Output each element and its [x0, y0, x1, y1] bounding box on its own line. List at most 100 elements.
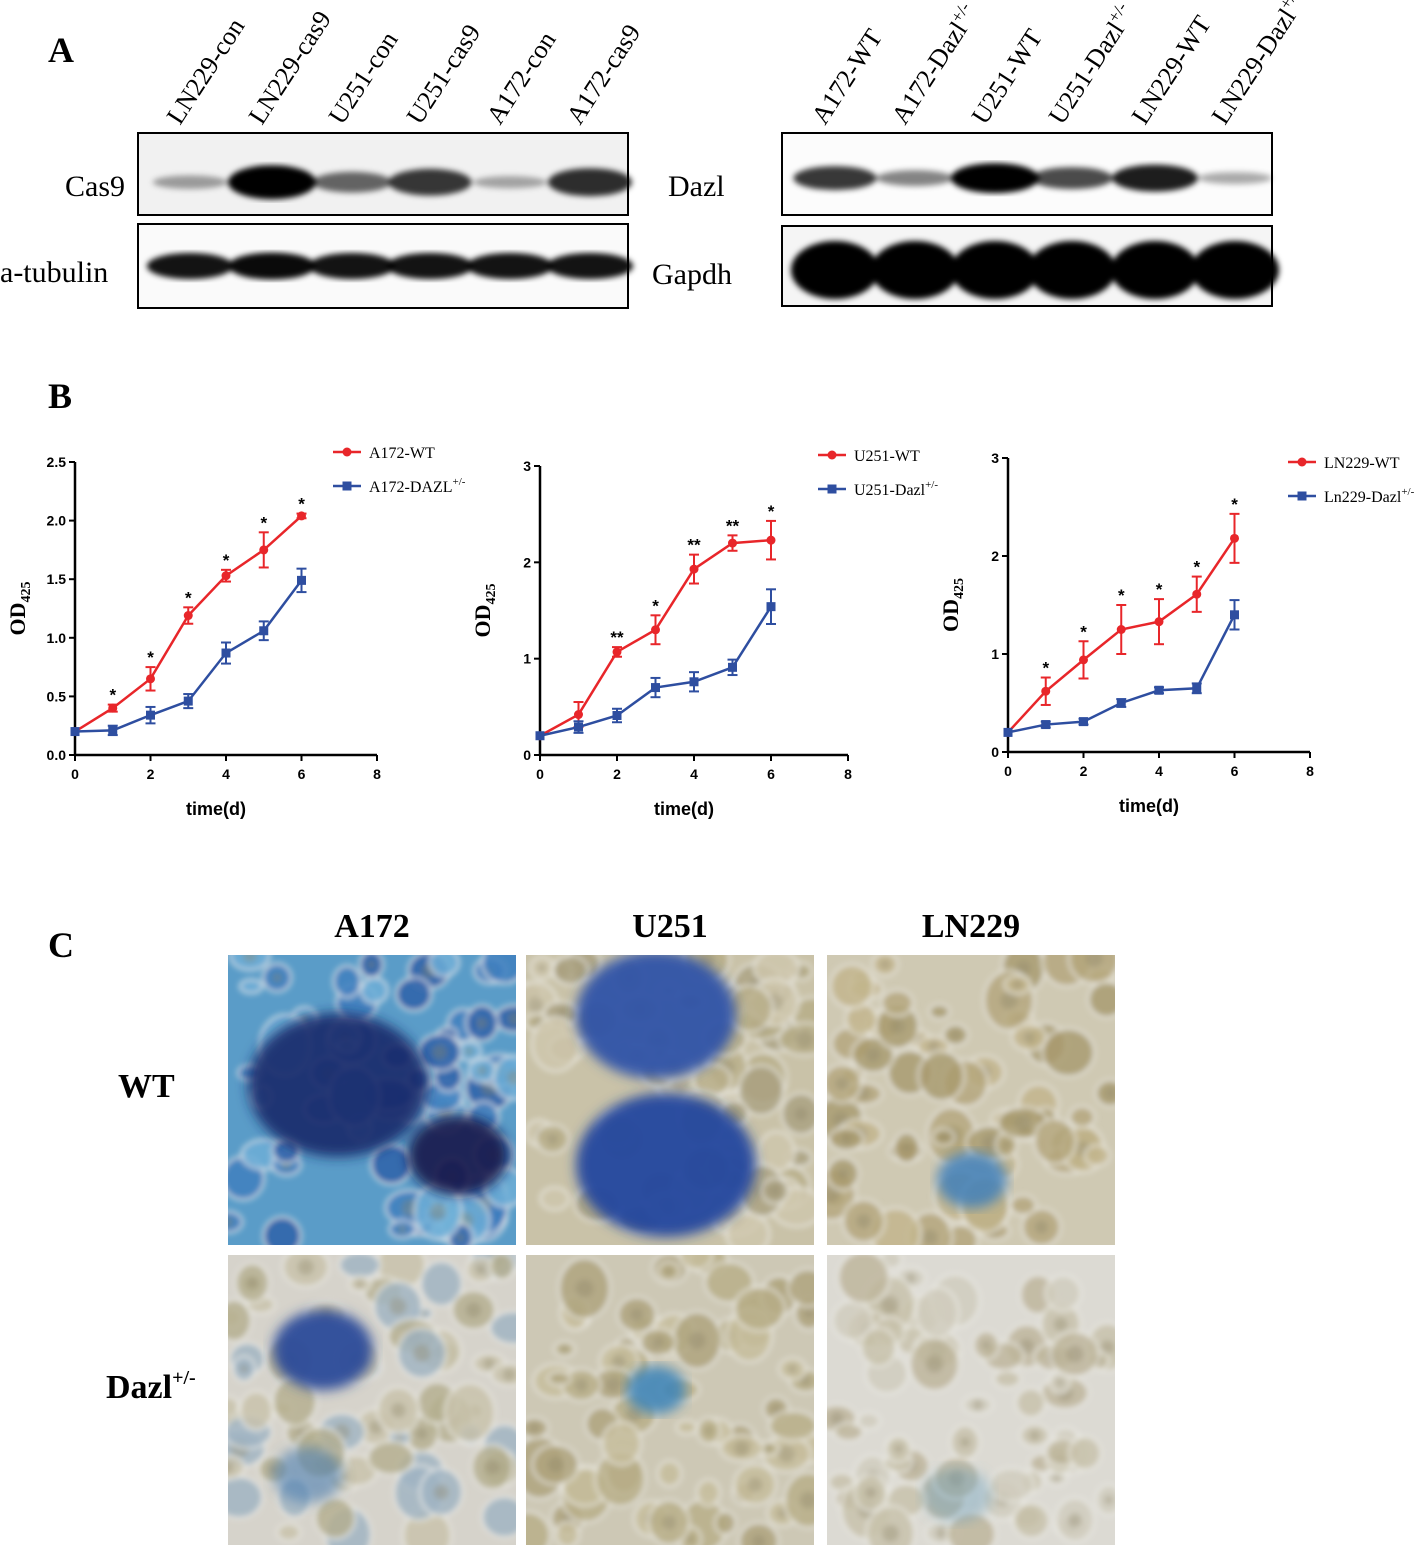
nucleus — [1085, 955, 1103, 968]
marker — [259, 545, 269, 555]
stain — [626, 1366, 686, 1414]
nucleus — [1056, 1378, 1064, 1386]
nucleus — [771, 1404, 781, 1414]
nucleus — [529, 1423, 540, 1433]
micrograph — [526, 1255, 814, 1545]
nucleus — [605, 1376, 621, 1392]
nucleus — [664, 1267, 673, 1275]
nucleus — [881, 1295, 899, 1314]
y-axis-label-sub: 425 — [19, 582, 34, 603]
lane-label-text: A172-con — [481, 26, 562, 129]
significance-label: * — [1118, 586, 1125, 605]
nucleus — [688, 1331, 706, 1350]
lane-label: LN229-WT — [1126, 10, 1217, 129]
cell — [228, 1475, 264, 1520]
nucleus — [935, 1527, 948, 1539]
nucleus — [795, 1030, 814, 1049]
line-chart: 0.0 0.5 1.0 1.5 2.0 2.5 0 2 4 6 8 time(d) OD425 A172-… — [5, 445, 466, 819]
marker — [221, 648, 231, 658]
lane-label: LN229-Dazl+/- — [1204, 0, 1313, 129]
y-tick-label: 1 — [523, 651, 531, 667]
nucleus — [925, 1355, 944, 1373]
nucleus — [794, 1107, 808, 1121]
lane-label: A172-cas9 — [561, 19, 647, 129]
legend-label: A172-DAZL+/- — [369, 476, 466, 496]
x-tick-label: 6 — [767, 766, 775, 782]
marker — [1192, 683, 1202, 693]
x-axis-label: time(d) — [654, 799, 714, 819]
marker — [1003, 727, 1013, 737]
nucleus — [1013, 1114, 1032, 1132]
legend-label-text: LN229-WT — [1324, 455, 1400, 472]
marker — [766, 602, 776, 612]
cell — [238, 1390, 274, 1431]
band — [951, 241, 1039, 299]
significance-label: ** — [726, 516, 740, 535]
band — [228, 165, 316, 200]
marker — [1116, 625, 1126, 634]
y-tick-label: 1 — [991, 646, 999, 662]
line-chart: 0 1 2 3 0 2 4 6 8 time(d) OD425 LN229-WT Ln229-Dazl+… — [938, 450, 1415, 816]
marker — [612, 647, 622, 657]
significance-label: ** — [687, 536, 701, 555]
lane-label-text: LN229-WT — [1126, 10, 1217, 129]
nucleus — [770, 1186, 780, 1196]
micrograph — [827, 955, 1115, 1245]
cells — [526, 1255, 814, 1545]
nucleus — [612, 1354, 626, 1369]
legend-marker — [1297, 457, 1307, 467]
nucleus — [367, 960, 376, 969]
cell — [787, 1268, 814, 1308]
stain — [922, 1467, 992, 1523]
band — [793, 166, 877, 191]
significance-label: * — [1080, 622, 1087, 641]
cell — [419, 1260, 464, 1308]
nucleus — [951, 1030, 960, 1040]
marker — [1192, 589, 1202, 599]
lane-label: A172-WT — [806, 24, 889, 130]
band — [1111, 241, 1199, 299]
cell — [394, 976, 433, 1013]
nucleus — [787, 1364, 798, 1374]
nucleus — [242, 955, 257, 963]
nucleus — [1022, 1031, 1035, 1044]
micrograph — [526, 955, 814, 1245]
legend-label: U251-Dazl+/- — [854, 479, 938, 499]
stain-blob — [922, 1467, 992, 1523]
panel-label: C — [48, 925, 74, 965]
nucleus — [465, 1302, 482, 1318]
cell — [914, 1286, 960, 1339]
significance-label: * — [109, 686, 116, 705]
cell — [1068, 1105, 1096, 1129]
significance-label: * — [1156, 580, 1163, 599]
stain — [576, 955, 756, 1237]
cell — [238, 978, 264, 995]
blot-row-label: a-tubulin — [0, 256, 108, 289]
bands — [791, 241, 1279, 299]
nucleus — [356, 1280, 364, 1288]
lane-label: U251-Dazl+/- — [1041, 0, 1141, 129]
cell — [554, 1521, 581, 1545]
row-label-text: WT — [118, 1068, 175, 1105]
cell — [547, 1370, 572, 1387]
band — [871, 241, 959, 299]
panel-label: B — [48, 376, 72, 416]
x-tick-label: 8 — [373, 766, 381, 782]
cell — [1068, 1435, 1102, 1471]
legend-label-text: U251-Dazl — [854, 482, 926, 499]
marker — [183, 611, 193, 621]
nucleus — [1000, 991, 1018, 1010]
lane-label-text: LN229-Dazl — [1206, 3, 1302, 129]
lane-label-text: LN229-con — [161, 13, 251, 129]
cell — [228, 1210, 244, 1234]
cell — [1015, 1387, 1047, 1419]
nucleus — [661, 1515, 677, 1530]
y-tick-label: 0 — [991, 744, 999, 760]
cell — [1087, 980, 1115, 1019]
nucleus — [972, 1399, 983, 1410]
nucleus — [889, 1018, 905, 1034]
legend-label-sup: +/- — [1401, 486, 1414, 498]
cell — [276, 1522, 302, 1542]
cell — [714, 1510, 737, 1536]
x-tick-label: 0 — [536, 766, 544, 782]
